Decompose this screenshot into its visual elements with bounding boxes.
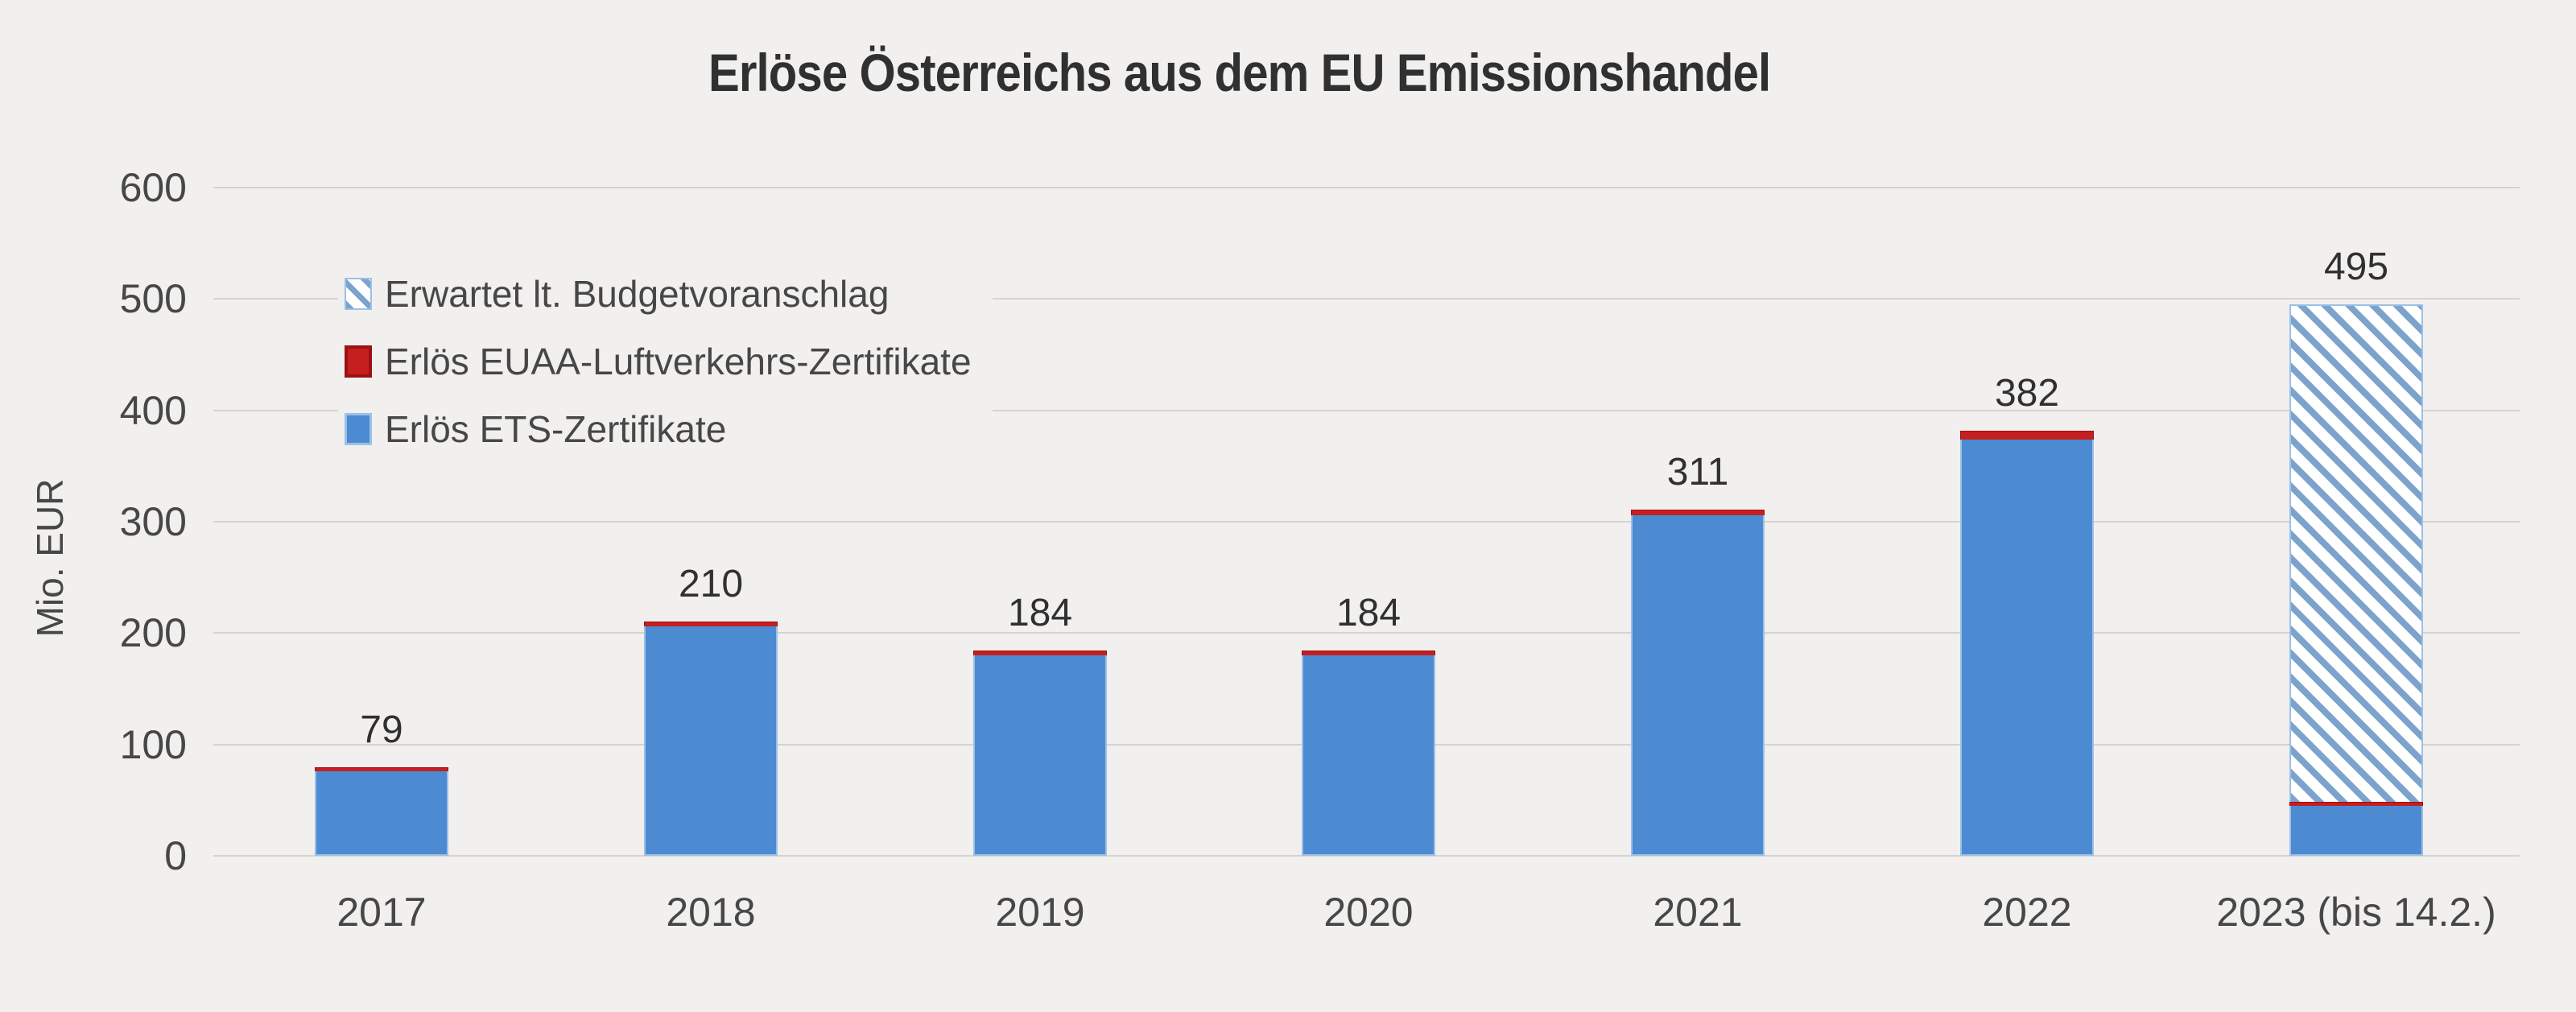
- y-tick-label: 300: [119, 499, 187, 544]
- bar-2022: [1960, 431, 2094, 856]
- x-tick-label: 2017: [336, 890, 427, 935]
- chart-title-text: Erlöse Österreichs aus dem EU Emissionsh…: [708, 43, 1771, 102]
- legend-item-ets: Erlös ETS-Zertifikate: [345, 407, 972, 451]
- bar-segment-euaa: [1302, 651, 1435, 655]
- gridline: [213, 298, 2520, 300]
- bar-segment-euaa: [1631, 510, 1765, 515]
- hatched-blue-swatch-icon: [345, 278, 372, 310]
- bar-value-label: 311: [1666, 451, 1729, 494]
- bar-segment-ets: [1302, 655, 1435, 856]
- red-swatch-icon: [345, 345, 372, 378]
- x-tick-label: 2019: [995, 890, 1085, 935]
- bar-2021: [1631, 510, 1765, 856]
- legend-item-euaa: Erlös EUAA-Luftverkehrs-Zertifikate: [345, 340, 972, 383]
- gridline: [213, 855, 2520, 857]
- bar-value-label: 495: [2323, 246, 2389, 288]
- gridline: [213, 409, 2520, 411]
- bar-segment-ets: [1631, 515, 1765, 856]
- y-tick-label: 200: [119, 610, 187, 656]
- gridline: [213, 632, 2520, 634]
- legend: Erwartet lt. Budgetvoranschlag Erlös EUA…: [338, 266, 993, 457]
- y-tick-label: 600: [119, 165, 187, 210]
- gridline: [213, 187, 2520, 188]
- bar-value-label: 210: [678, 563, 744, 605]
- blue-swatch-icon: [345, 413, 372, 445]
- legend-item-expected: Erwartet lt. Budgetvoranschlag: [345, 272, 972, 316]
- bar-segment-euaa: [973, 651, 1107, 655]
- x-tick-label: 2022: [1982, 890, 2072, 935]
- x-tick-label: 2023 (bis 14.2.): [2216, 890, 2496, 935]
- x-tick-label: 2021: [1653, 890, 1743, 935]
- bar-segment-euaa: [1960, 431, 2094, 440]
- bar-2019: [973, 651, 1107, 856]
- x-tick-label: 2020: [1323, 890, 1414, 935]
- y-tick-label: 100: [119, 721, 187, 767]
- bar-segment-ets: [973, 655, 1107, 856]
- bar-segment-ets: [1960, 440, 2094, 856]
- y-tick-label: 400: [119, 387, 187, 433]
- x-tick-label: 2018: [666, 890, 756, 935]
- bar-2018: [644, 622, 778, 856]
- bar-value-label: 184: [1007, 592, 1073, 634]
- bar-2020: [1302, 651, 1435, 856]
- bar-segment-expected: [2289, 304, 2423, 802]
- bar-value-label: 382: [1994, 372, 2060, 415]
- legend-label: Erwartet lt. Budgetvoranschlag: [385, 273, 890, 315]
- legend-label: Erlös EUAA-Luftverkehrs-Zertifikate: [385, 341, 972, 382]
- bar-2017: [315, 767, 448, 856]
- chart-title: Erlöse Österreichs aus dem EU Emissionsh…: [0, 42, 2479, 103]
- bar-value-label: 79: [360, 708, 403, 751]
- gridline: [213, 521, 2520, 523]
- bar-value-label: 184: [1335, 592, 1402, 634]
- bar-segment-ets: [644, 626, 778, 856]
- bar-segment-euaa: [2289, 802, 2423, 806]
- bar-segment-ets: [2289, 806, 2423, 856]
- y-tick-label: 500: [119, 276, 187, 322]
- bar-segment-euaa: [644, 622, 778, 626]
- legend-label: Erlös ETS-Zertifikate: [385, 408, 727, 450]
- y-tick-label: 0: [164, 833, 187, 878]
- bar-segment-euaa: [315, 767, 448, 771]
- bar-segment-ets: [315, 771, 448, 856]
- bar-2023: [2289, 304, 2423, 856]
